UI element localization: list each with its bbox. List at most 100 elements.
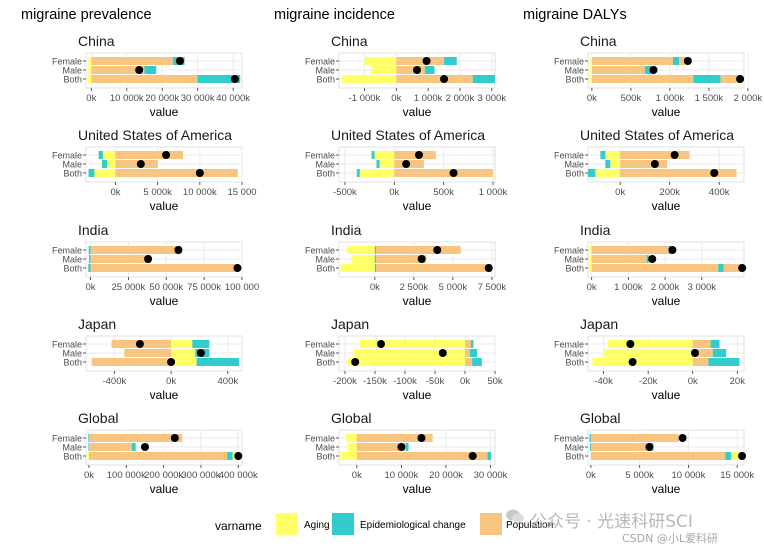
bar-both-population	[465, 358, 473, 366]
bar-female-population	[465, 340, 471, 348]
bar-male-epidemiological-change	[131, 443, 136, 451]
bar-both-population	[692, 358, 709, 366]
y-label-male: Male	[315, 66, 335, 76]
bar-both-population	[720, 75, 741, 83]
x-tick-label: -20k	[639, 376, 658, 387]
bar-female-epidemiological-change	[589, 434, 591, 442]
point-male	[650, 160, 659, 168]
point-male	[417, 255, 426, 263]
x-tick-label: 7 500k	[478, 282, 507, 293]
x-axis-label: value	[403, 294, 432, 308]
bar-both-population	[591, 75, 694, 83]
bar-both-epidemiological-change	[708, 358, 740, 366]
x-tick-label: 0k	[460, 376, 470, 387]
bar-female-epidemiological-change	[673, 57, 680, 65]
x-axis-label: value	[652, 105, 681, 119]
facet-title: China	[78, 33, 115, 49]
bar-female-aging	[364, 57, 397, 65]
y-label-male: Male	[564, 255, 584, 265]
x-tick-label: 2 500k	[400, 282, 429, 293]
facet-title: India	[331, 222, 362, 238]
bar-male-epidemiological-change	[89, 255, 91, 263]
y-label-female: Female	[52, 57, 82, 67]
x-tick-label: 10 000k	[384, 470, 418, 481]
x-axis-label: value	[150, 388, 179, 402]
x-tick-label: 300 000k	[181, 470, 220, 481]
x-tick-label: 500k	[433, 187, 454, 198]
bar-male-population	[465, 349, 470, 357]
legend-key-population	[480, 513, 502, 535]
bar-male-population	[115, 160, 158, 168]
x-tick-label: 5 000k	[143, 187, 172, 198]
watermark-text: 公众号 · 光速科研SCI	[530, 512, 693, 532]
bar-both-epidemiological-change	[227, 452, 233, 460]
point-both	[484, 264, 493, 272]
bar-both-epidemiological-change	[356, 169, 360, 177]
bar-both-population	[590, 452, 726, 460]
point-male	[140, 443, 149, 451]
bar-both-aging	[588, 264, 592, 272]
legend-title: varname	[215, 519, 262, 533]
y-label-both: Both	[316, 358, 335, 368]
point-male	[397, 443, 406, 451]
bar-male-population	[91, 66, 145, 74]
x-axis-label: value	[150, 105, 179, 119]
x-tick-label: 0k	[352, 470, 362, 481]
y-label-female: Female	[52, 151, 82, 161]
facet-title: United States of America	[580, 127, 734, 143]
y-label-both: Both	[565, 452, 584, 462]
bar-female-aging	[171, 340, 193, 348]
y-label-female: Female	[554, 151, 584, 161]
x-tick-label: 30 000k	[181, 93, 215, 104]
x-tick-label: 0k	[587, 93, 597, 104]
point-both	[628, 358, 637, 366]
point-both	[449, 169, 458, 177]
bar-both-population	[394, 169, 494, 177]
x-tick-label: 1 000k	[479, 187, 508, 198]
x-tick-label: 0k	[391, 93, 401, 104]
y-label-male: Male	[315, 255, 335, 265]
x-tick-label: 2 000k	[734, 93, 763, 104]
x-tick-label: 3 000k	[688, 282, 717, 293]
point-both	[195, 169, 204, 177]
x-tick-label: 400 000k	[219, 470, 258, 481]
bar-both-aging	[592, 358, 693, 366]
bar-both-aging	[340, 452, 357, 460]
y-label-male: Male	[315, 443, 335, 453]
y-label-male: Male	[564, 66, 584, 76]
point-male	[648, 255, 657, 263]
bar-female-population	[115, 151, 183, 159]
bar-male-population	[591, 255, 647, 263]
x-tick-label: 2 000k	[446, 93, 475, 104]
x-tick-label: 2 000k	[651, 282, 680, 293]
point-female	[377, 340, 385, 348]
x-tick-label: 50k	[487, 376, 503, 387]
x-tick-label: -500k	[333, 187, 357, 198]
facet-title: United States of America	[78, 127, 232, 143]
x-tick-label: 5 000k	[439, 282, 468, 293]
x-tick-label: 10 000k	[672, 470, 706, 481]
facet-title: Global	[580, 410, 620, 426]
y-label-male: Male	[62, 255, 82, 265]
wechat-icon	[506, 509, 524, 523]
x-tick-label: -40k	[594, 376, 613, 387]
bar-both-aging	[731, 452, 742, 460]
bar-both-aging	[87, 452, 89, 460]
bar-female-population	[679, 57, 686, 65]
bar-both-epidemiological-change	[196, 358, 240, 366]
x-axis-label: value	[652, 388, 681, 402]
legend-key-aging	[276, 513, 298, 535]
x-tick-label: 30 000k	[474, 470, 508, 481]
bar-both-epidemiological-change	[88, 169, 95, 177]
x-axis-label: value	[652, 294, 681, 308]
bar-male-population	[396, 66, 425, 74]
bar-both-aging	[595, 169, 621, 177]
y-label-female: Female	[554, 57, 584, 67]
bar-female-population	[88, 434, 183, 442]
y-label-female: Female	[554, 340, 584, 350]
bar-male-epidemiological-change	[644, 66, 653, 74]
y-label-male: Male	[315, 349, 335, 359]
x-tick-label: 0k	[688, 376, 698, 387]
y-label-female: Female	[305, 151, 335, 161]
